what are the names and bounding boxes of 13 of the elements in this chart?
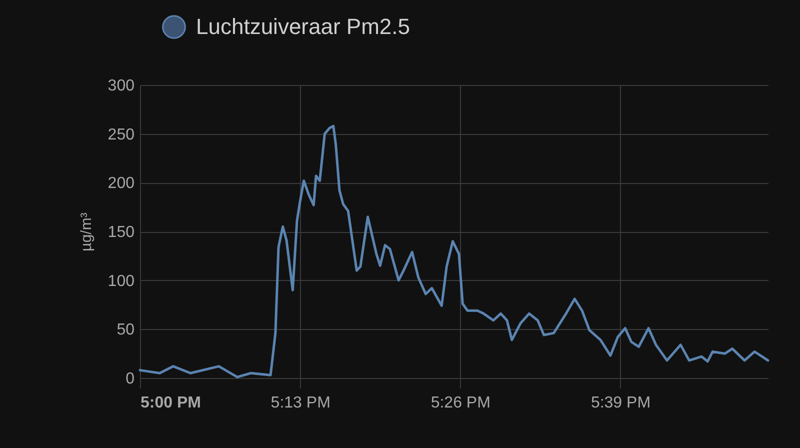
x-tick-label: 5:26 PM [430,394,490,412]
x-tick-label: 5:00 PM [140,394,201,412]
y-tick-label: 150 [108,224,135,241]
legend-label: Luchtzuiveraar Pm2.5 [196,14,410,39]
y-tick-label: 0 [126,370,135,388]
x-tick-label: 5:39 PM [590,394,651,412]
y-tick-label: 200 [108,175,135,192]
y-tick-label: 250 [108,126,135,144]
x-tick-label: 5:13 PM [270,394,330,412]
y-axis-title: µg/m³ [78,212,95,252]
y-tick-label: 100 [108,272,135,290]
y-tick-label: 50 [116,322,135,339]
y-tick-label: 300 [108,78,135,94]
